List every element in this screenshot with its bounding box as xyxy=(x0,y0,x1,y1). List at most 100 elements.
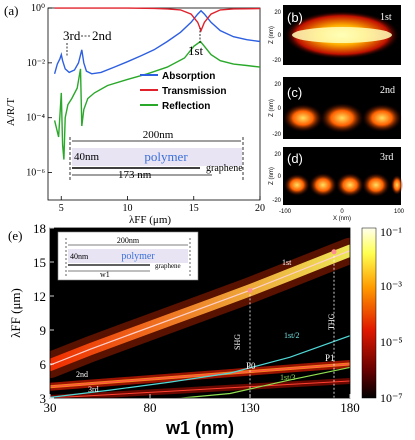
inset-a-top-width: 200nm xyxy=(143,129,174,141)
inset-a-left-width: 40nm xyxy=(74,151,100,163)
a-ytick-label: 10⁻⁶ xyxy=(26,168,45,179)
panel-e: (e) 30 80 130 180 3 6 9 12 15 18 λFF (μm) w1 (nm)… xyxy=(8,221,403,438)
legend-reflection: Reflection xyxy=(162,101,210,112)
e-line-3rd xyxy=(50,380,350,398)
label-2nd: 2nd xyxy=(76,370,88,379)
bcd-ytick-d-bot: -20 xyxy=(272,198,281,204)
panel-e-xlabel: w1 (nm) xyxy=(165,418,234,438)
a-ytick-label: 10⁻⁴ xyxy=(26,113,45,124)
bcd-xtick-right: 100 xyxy=(394,209,405,215)
e-ytick-label: 6 xyxy=(40,357,47,372)
panels-bcd: (b) 1st (c) 2nd (d) 3rd Z (nm) Z (nm) Z … xyxy=(269,5,405,222)
a-series-absorption xyxy=(53,9,261,75)
panel-e-ticks: 30 80 130 180 3 6 9 12 15 18 xyxy=(33,221,360,415)
legend-transmission: Transmission xyxy=(162,86,226,97)
e-line-1st-over-3 xyxy=(175,366,350,398)
a-series-reflection xyxy=(53,40,261,160)
label-1st-over-3: 1st/3 xyxy=(280,373,296,382)
panel-a-label: (a) xyxy=(4,3,18,18)
colorbar-tick-2: 10⁻⁵ xyxy=(380,335,403,349)
panel-e-plot-frame xyxy=(49,227,351,399)
label-1st: 1st xyxy=(282,258,292,267)
colorbar-tick-1: 10⁻³ xyxy=(380,279,402,293)
panel-d-mode: 3rd xyxy=(380,152,393,163)
label-shg: SHG xyxy=(233,334,242,350)
e-ytick-label: 18 xyxy=(33,221,46,236)
a-ytick-label: 10⁰ xyxy=(31,3,45,14)
panel-b: (b) 1st xyxy=(283,5,401,65)
e-xtick-label: 80 xyxy=(144,400,157,415)
e-xtick-label: 30 xyxy=(44,400,57,415)
bcd-ytick-d-top: 20 xyxy=(274,152,281,158)
bcd-y-ticks: 20 0 -20 20 0 -20 20 0 -20 xyxy=(272,10,281,204)
colorbar: 10⁻¹ 10⁻³ 10⁻⁵ 10⁻⁷ xyxy=(361,225,403,405)
label-1st-over-2: 1st/2 xyxy=(284,331,300,340)
inset-e-polymer-box xyxy=(68,249,188,263)
bcd-ytick-b-top: 20 xyxy=(274,10,281,16)
a-xtick-label: 5 xyxy=(59,203,64,214)
e-guide-dot-1 xyxy=(331,249,337,255)
inset-e-graphene: graphene xyxy=(155,262,181,270)
e-line-1st xyxy=(50,250,350,366)
annotation-1st: 1st xyxy=(188,43,204,58)
panel-e-label: (e) xyxy=(8,228,22,243)
bcd-xlabel: X (nm) xyxy=(333,216,351,222)
legend-absorption: Absorption xyxy=(162,71,215,82)
e-line-2nd xyxy=(50,363,350,388)
panel-a-xlabel: λFF (μm) xyxy=(129,214,171,226)
annotation-3rd: 3rd xyxy=(63,28,81,43)
inset-e-bottom-width: w1 xyxy=(100,270,110,279)
panel-c-mode: 2nd xyxy=(380,85,395,96)
a-series-transmission xyxy=(54,7,261,33)
e-guide-dot-0 xyxy=(247,287,253,293)
label-p0: P0 xyxy=(246,361,256,371)
panel-d: (d) 3rd xyxy=(283,147,403,205)
panel-a-legend: Absorption Transmission Reflection xyxy=(140,71,226,112)
panel-c-label: (c) xyxy=(287,85,302,100)
e-xtick-label: 130 xyxy=(240,400,260,415)
e-ytick-label: 15 xyxy=(33,255,46,270)
colorbar-tick-3: 10⁻⁷ xyxy=(380,391,403,405)
a-xtick-label: 10 xyxy=(123,203,133,214)
panel-b-label: (b) xyxy=(287,10,303,25)
colorbar-gradient xyxy=(361,227,377,399)
inset-a-graphene: graphene xyxy=(206,163,243,174)
panel-d-label: (d) xyxy=(287,151,303,166)
inset-e-top-width: 200nm xyxy=(117,236,140,245)
bcd-ylabel-b: Z (nm) xyxy=(269,26,275,44)
a-xtick-label: 20 xyxy=(255,203,265,214)
bcd-xtick-mid: 0 xyxy=(340,209,344,215)
panel-a-lines xyxy=(53,7,261,160)
label-p1: P1 xyxy=(325,353,335,363)
inset-e-left-width: 40nm xyxy=(70,252,89,261)
bcd-ytick-b-mid: 0 xyxy=(278,33,282,39)
panel-a-inset: 200nm polymer 40nm graphene 173 nm xyxy=(69,129,244,181)
bcd-ytick-c-top: 20 xyxy=(274,82,281,88)
e-line-1st-over-2 xyxy=(50,335,350,398)
panel-e-inset: 200nm polymer 40nm graphene w1 xyxy=(57,231,199,281)
label-thg: THG xyxy=(327,313,336,330)
label-3rd: 3rd xyxy=(88,385,99,394)
panel-c: (c) 2nd xyxy=(283,77,402,139)
a-xtick-label: 15 xyxy=(189,203,199,214)
panel-a-ylabel: A/R/T xyxy=(5,98,17,126)
e-xtick-label: 180 xyxy=(340,400,360,415)
bcd-ytick-c-bot: -20 xyxy=(272,132,281,138)
e-ytick-label: 9 xyxy=(40,323,47,338)
bcd-ytick-b-bot: -20 xyxy=(272,58,281,64)
panel-e-lines xyxy=(50,249,350,398)
colorbar-tick-0: 10⁻¹ xyxy=(380,225,402,239)
inset-a-polymer-box xyxy=(72,148,242,166)
inset-a-polymer: polymer xyxy=(144,149,188,164)
panel-a-ticks: 5 10 15 20 10⁰ 10⁻² 10⁻⁴ 10⁻⁶ xyxy=(26,3,265,214)
panel-a: (a) 5 10 15 20 10⁰ 10⁻² 10⁻⁴ 10⁻⁶ A/R/T λFF (μm… xyxy=(4,3,265,226)
bcd-ytick-d-mid: 0 xyxy=(278,174,282,180)
a-ytick-label: 10⁻² xyxy=(27,58,45,69)
panel-b-mode: 1st xyxy=(380,12,392,23)
bcd-ylabel-d: Z (nm) xyxy=(269,167,275,185)
inset-a-bottom-width: 173 nm xyxy=(118,169,152,181)
inset-e-polymer: polymer xyxy=(121,251,155,262)
e-ytick-label: 3 xyxy=(40,391,47,406)
bcd-ytick-c-mid: 0 xyxy=(278,106,282,112)
